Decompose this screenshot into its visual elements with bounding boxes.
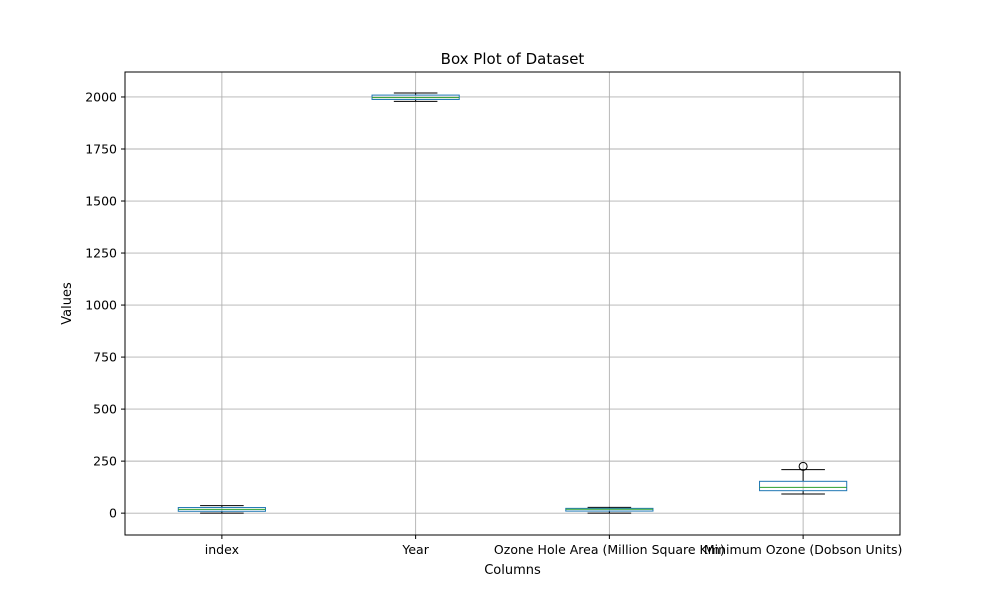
y-axis-label: Values [60, 282, 75, 325]
x-axis-label: Columns [484, 563, 541, 578]
box-iqr [759, 480, 848, 492]
ticks: 0 250 500 750 1000 1250 1500 1750 2000 index Year O… [85, 89, 902, 557]
y-tick-label: 1000 [85, 298, 117, 313]
box-group [565, 506, 654, 514]
x-tick-label: Year [401, 542, 429, 557]
plot-frame [124, 71, 901, 536]
y-tick-label: 250 [93, 454, 117, 469]
y-tick-label: 500 [93, 402, 117, 417]
y-tick-label: 1750 [85, 141, 117, 156]
grid-lines [125, 72, 900, 535]
y-tick-label: 1250 [85, 246, 117, 261]
x-tick-label: index [205, 542, 239, 557]
y-tick-label: 0 [109, 506, 117, 521]
x-tick-label: Minimum Ozone (Dobson Units) [704, 542, 903, 557]
box-iqr [565, 507, 654, 512]
y-tick-label: 2000 [85, 89, 117, 104]
y-tick-label: 1500 [85, 194, 117, 209]
x-tick-label: Ozone Hole Area (Million Square Km) [494, 542, 725, 557]
box-group [177, 505, 266, 514]
y-tick-label: 750 [93, 350, 117, 365]
box-group [371, 92, 460, 102]
boxes [177, 92, 848, 514]
box-group [759, 461, 848, 495]
outlier-point [798, 461, 808, 471]
chart-title: Box Plot of Dataset [441, 50, 585, 68]
